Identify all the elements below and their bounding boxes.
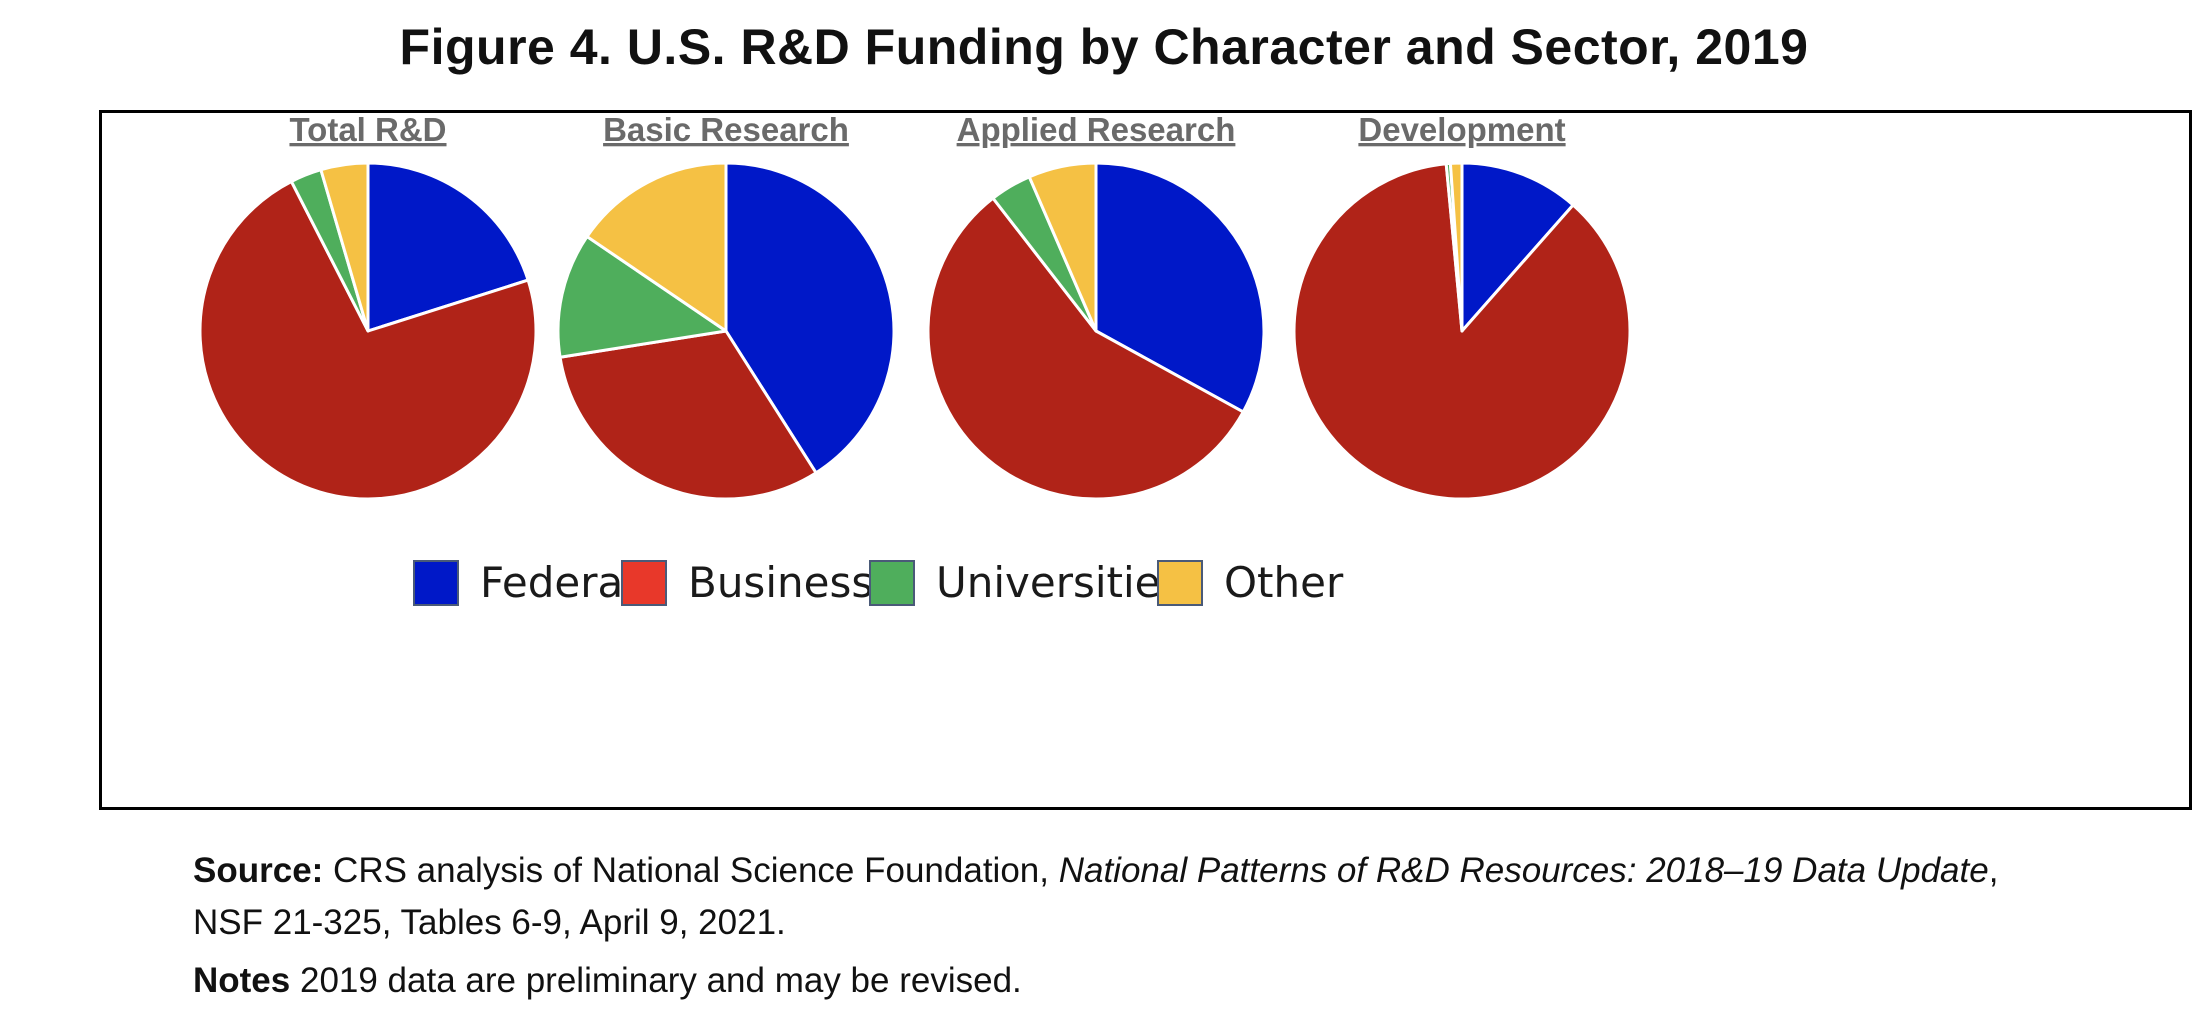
notes-label: Notes [193,961,291,1000]
source-text: CRS analysis of National Science Foundat… [323,851,1059,890]
pie-title-basic-research: Basic Research [603,113,849,148]
slice-development-other [1448,161,1464,333]
pie-development: Development [1292,113,1632,501]
slice-total-randd-other [319,161,370,333]
source-notes: Source: CRS analysis of National Science… [193,845,2193,1007]
slice-development-federal [1460,161,1575,333]
source-line: Source: CRS analysis of National Science… [193,845,2193,897]
source-text-post: , [1988,851,1999,890]
pie-title-development: Development [1358,113,1565,148]
pie-applied-research: Applied Research [926,113,1266,501]
source-line-2: NSF 21-325, Tables 6-9, April 9, 2021. [193,903,786,942]
pie-charts: Total R&D Basic Research Applied Research D… [198,113,1632,607]
pie-basic-research: Basic Research [556,113,896,501]
slice-applied-research-business [926,196,1245,501]
pie-title-applied-research: Applied Research [957,113,1236,148]
slice-total-randd-federal [366,161,530,333]
source-label: Source: [193,851,324,890]
source-publication: National Patterns of R&D Resources: 2018… [1058,851,1989,890]
legend-swatch-federal [413,560,459,606]
legend-swatch-universities [869,560,915,606]
legend-label-business: Business [688,558,873,607]
legend: Federal Business Universities Other [413,558,1344,607]
pie-title-total-randd: Total R&D [289,113,446,148]
chart-frame: Total R&D Basic Research Applied Research D… [99,110,2192,810]
legend-swatch-other [1157,560,1203,606]
slice-basic-research-other [585,161,728,333]
slice-applied-research-other [1027,161,1098,333]
notes-text: 2019 data are preliminary and may be rev… [290,961,1022,1000]
slice-basic-research-business [558,329,818,501]
legend-label-universities: Universities [936,558,1182,607]
pie-total-randd: Total R&D [198,113,538,501]
slice-basic-research-universities [556,235,728,359]
slice-total-randd-business [198,179,538,501]
figure-title: Figure 4. U.S. R&D Funding by Character … [399,19,1809,75]
legend-swatch-business [621,560,667,606]
notes-line: Notes 2019 data are preliminary and may … [193,955,2193,1007]
slice-applied-research-federal [1094,161,1266,414]
legend-label-federal: Federal [480,558,635,607]
legend-label-other: Other [1224,558,1344,607]
